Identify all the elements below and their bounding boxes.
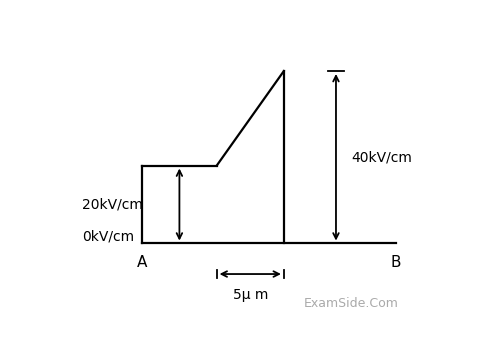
Text: 0kV/cm: 0kV/cm: [83, 230, 134, 243]
Text: 5μ m: 5μ m: [232, 288, 267, 302]
Text: A: A: [137, 255, 147, 270]
Text: B: B: [390, 255, 400, 270]
Text: 20kV/cm: 20kV/cm: [83, 197, 143, 212]
Text: 40kV/cm: 40kV/cm: [350, 150, 411, 164]
Text: ExamSide.Com: ExamSide.Com: [303, 297, 397, 310]
